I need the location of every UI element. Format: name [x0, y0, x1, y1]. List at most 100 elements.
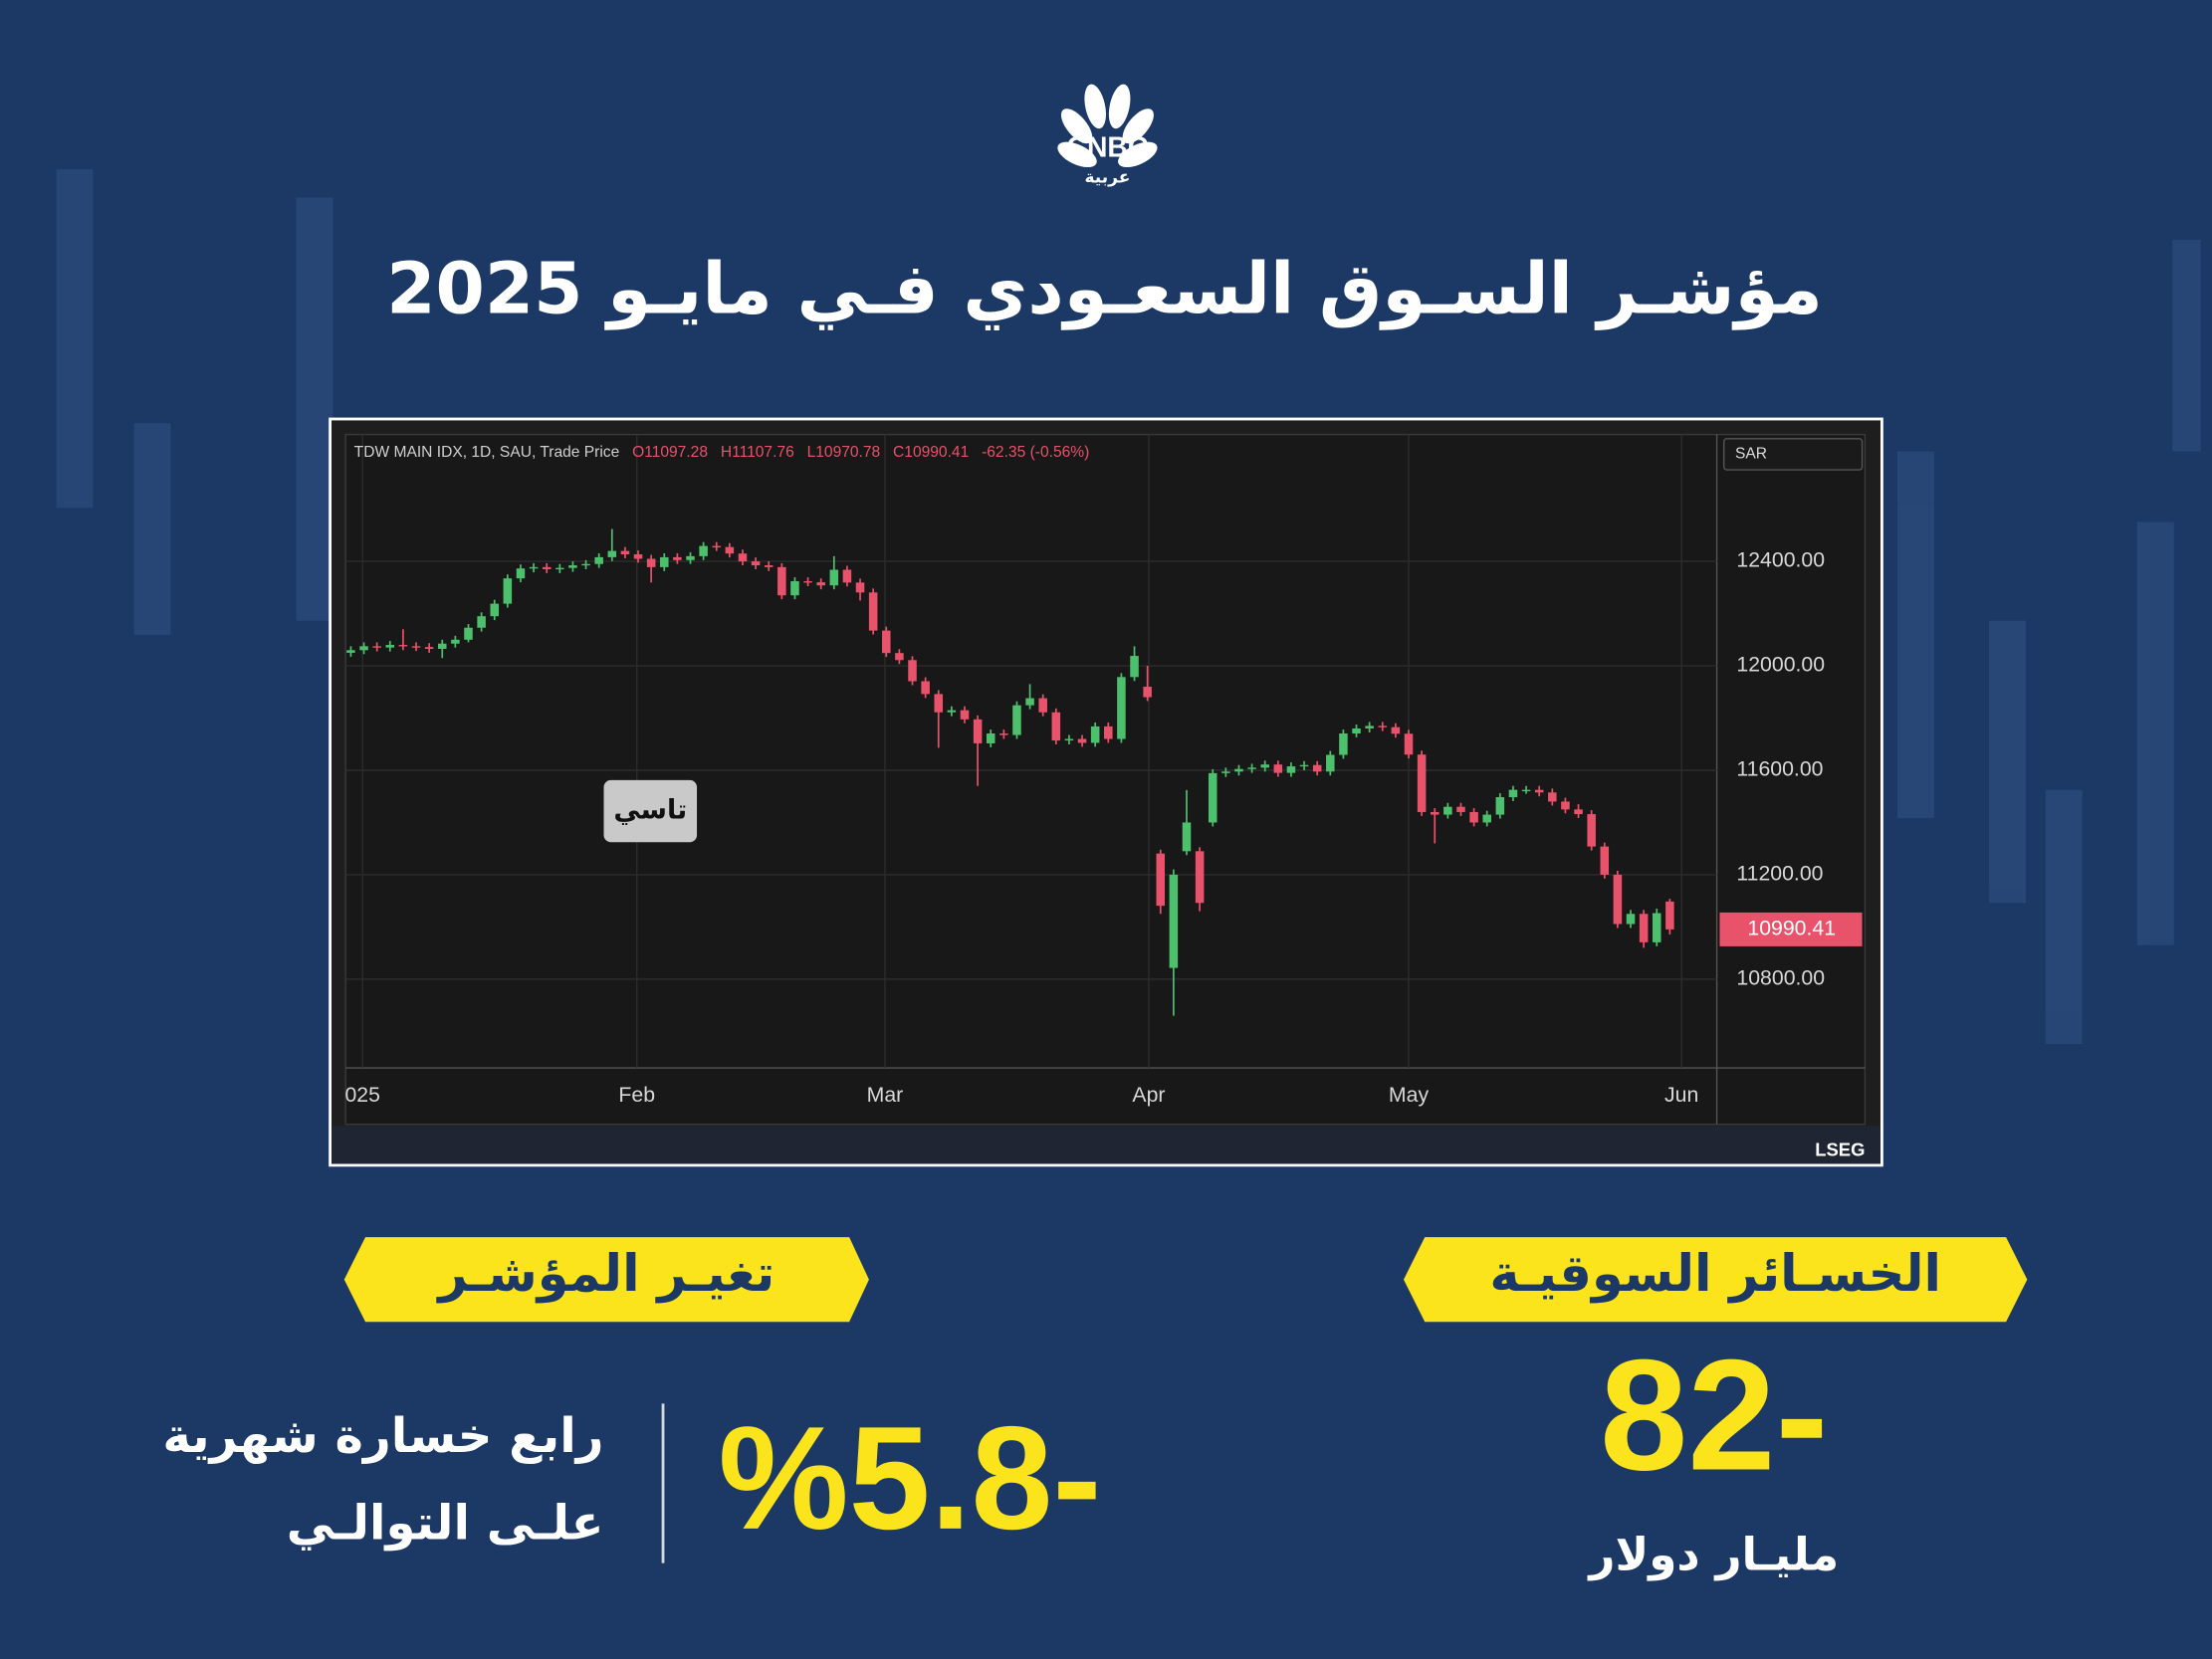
badge-box [603, 779, 698, 843]
candle-body [1626, 914, 1636, 925]
candle-body [646, 558, 656, 567]
candle-body [1077, 738, 1087, 743]
candle-body [411, 646, 421, 648]
logo-sub: عربية [1085, 168, 1131, 188]
candle-body [1104, 726, 1113, 739]
candle-body [1456, 806, 1465, 812]
candle-body [451, 639, 460, 644]
candle-body [1469, 811, 1478, 823]
y-tick-label: 12400.00 [1736, 548, 1825, 572]
y-tick-label: 11600.00 [1736, 757, 1823, 781]
candle-body [398, 645, 408, 647]
source: LSEG [1815, 1140, 1865, 1160]
grid [345, 434, 1717, 1069]
chart-footer [332, 1126, 1880, 1164]
label-badge [343, 1237, 869, 1323]
candle-body [1038, 698, 1047, 713]
candle-body [1391, 726, 1401, 734]
change-value: %5.8- [719, 1397, 1102, 1560]
candle-body [1443, 806, 1452, 815]
candle-body [1117, 677, 1126, 739]
candle-body [437, 643, 447, 649]
candle-body [1208, 772, 1217, 823]
candle-body [1195, 851, 1205, 904]
candle-body [1534, 789, 1544, 793]
candle-body [1312, 764, 1322, 772]
quote: -62.35 (-0.56%) [982, 444, 1089, 461]
candle-body [620, 550, 630, 555]
candle-body [686, 555, 695, 560]
candle-body [1130, 656, 1139, 678]
candle-body [986, 732, 995, 743]
title: مؤشـر السـوق السعـودي فـي مايـو 2025 [386, 247, 1823, 330]
instrument: TDW MAIN IDX, 1D, SAU, Trade Price [354, 444, 620, 461]
candle-body [1508, 789, 1518, 798]
x-tick-label: 025 [345, 1083, 380, 1107]
candle-body [699, 545, 708, 556]
x-tick-label: Apr [1132, 1083, 1165, 1107]
candle-body [1417, 754, 1427, 812]
candle-body [947, 710, 957, 713]
y-tick-label: 11200.00 [1736, 862, 1823, 886]
candle-body [816, 582, 825, 586]
x-tick-label: Feb [618, 1083, 655, 1107]
candle-body [633, 554, 643, 559]
candle-body [529, 566, 539, 569]
background-decoration [56, 169, 2201, 1044]
candle-body [895, 653, 904, 661]
candle-body [908, 660, 917, 682]
losses-unit: مليـار دولار [1587, 1528, 1839, 1580]
y-tick-label: 10800.00 [1736, 965, 1825, 989]
losses-value: 82- [1600, 1326, 1828, 1503]
candle-body [1665, 901, 1674, 930]
candle-body [790, 581, 799, 596]
candle-body [751, 561, 761, 566]
change-label: تغيـر المؤشـر [435, 1245, 774, 1304]
candle-body [346, 650, 355, 653]
candle-body [1587, 814, 1596, 847]
candle-body [1273, 764, 1283, 773]
candle-body [1574, 809, 1583, 815]
candle-body [1521, 789, 1531, 792]
candle-body [829, 569, 839, 586]
candle-body [1182, 822, 1192, 852]
candle-body [738, 553, 748, 562]
candle-body [1339, 732, 1348, 755]
change-note: رابع خسارة شهرية [162, 1408, 603, 1464]
badge: تاسي [613, 795, 687, 826]
candle-body [1652, 913, 1661, 942]
candle-body [934, 694, 944, 713]
candle-body [973, 719, 983, 743]
candle-body [607, 550, 617, 557]
candle-body [1561, 801, 1570, 810]
currency-box [1722, 438, 1864, 471]
candle-body [1247, 767, 1256, 769]
quote: H11107.76 [721, 444, 794, 461]
candle-body [385, 645, 395, 648]
candle-body [1012, 705, 1021, 735]
losses-label: الخسـائر السوقيـة [1489, 1245, 1941, 1304]
candle-body [1051, 712, 1061, 741]
chart-panel [344, 433, 1867, 1126]
candle-body [424, 647, 434, 649]
candle-body [1482, 814, 1491, 823]
candle-body [842, 569, 852, 583]
candle-body [1299, 764, 1309, 767]
quote: L10970.78 [807, 444, 881, 461]
candle-body [581, 563, 590, 566]
candle-body [568, 565, 577, 568]
currency: SAR [1735, 446, 1767, 463]
y-tick-label: 12000.00 [1736, 653, 1825, 677]
candle-body [542, 566, 552, 569]
candle-body [777, 566, 786, 596]
candle-body [1495, 797, 1505, 815]
price-label: 10990.41 [1747, 917, 1836, 940]
quote: O11097.28 [632, 444, 708, 461]
candle-body [1156, 853, 1166, 907]
candle-body [1548, 792, 1557, 802]
candle-body [1613, 874, 1623, 925]
candle-body [712, 545, 722, 548]
candle-body [503, 578, 513, 604]
candle-body [1286, 766, 1296, 773]
